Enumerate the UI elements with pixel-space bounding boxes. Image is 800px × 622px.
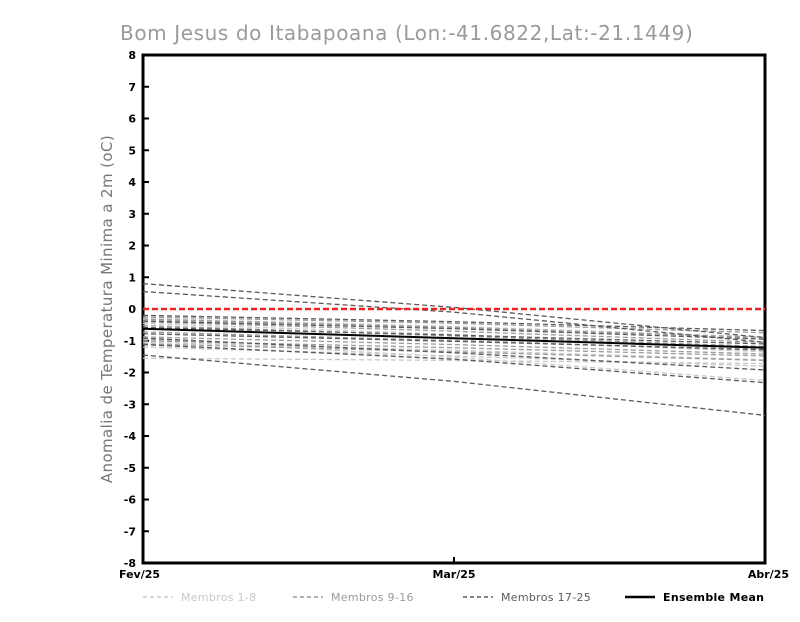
x-tick-label: Mar/25 [432,568,475,581]
y-tick-label: 3 [128,208,136,221]
y-tick-label: -5 [124,462,136,475]
y-tick-label: 5 [128,144,136,157]
y-tick-label: -4 [124,430,137,443]
y-tick-label: 7 [128,81,136,94]
member-line [143,282,765,339]
y-tick-label: 1 [128,271,136,284]
y-tick-label: -7 [124,525,136,538]
data-lines [143,282,765,417]
chart-legend: Membros 1-8 Membros 9-16 Membros 17-25 Ense… [143,591,764,604]
ensemble-mean-line [143,327,765,349]
member-line [143,354,765,417]
y-tick-label: -6 [124,494,137,507]
legend-label: Membros 17-25 [501,591,591,604]
y-tick-label: -8 [124,557,136,570]
x-tick-label: Abr/25 [748,568,789,581]
y-tick-label: -3 [124,398,136,411]
y-axis-ticks: 8 7 6 5 4 3 2 1 0 -1 -2 -3 -4 -5 -6 -7 -8 [124,49,149,570]
x-axis-ticks: Fev/25 Mar/25 Abr/25 [119,557,789,581]
y-tick-label: 4 [128,176,136,189]
y-tick-label: 2 [128,240,136,253]
x-tick-label: Fev/25 [119,568,160,581]
legend-label: Ensemble Mean [663,591,764,604]
y-tick-label: 0 [128,303,136,316]
y-tick-label: -2 [124,367,136,380]
y-tick-label: 8 [128,49,136,62]
chart-title: Bom Jesus do Itabapoana (Lon:-41.6822,La… [120,21,693,45]
y-tick-label: 6 [128,113,136,126]
y-axis-label: Anomalia de Temperatura Minima a 2m (oC) [98,135,116,483]
legend-label: Membros 9-16 [331,591,414,604]
y-tick-label: -1 [124,335,136,348]
legend-label: Membros 1-8 [181,591,256,604]
